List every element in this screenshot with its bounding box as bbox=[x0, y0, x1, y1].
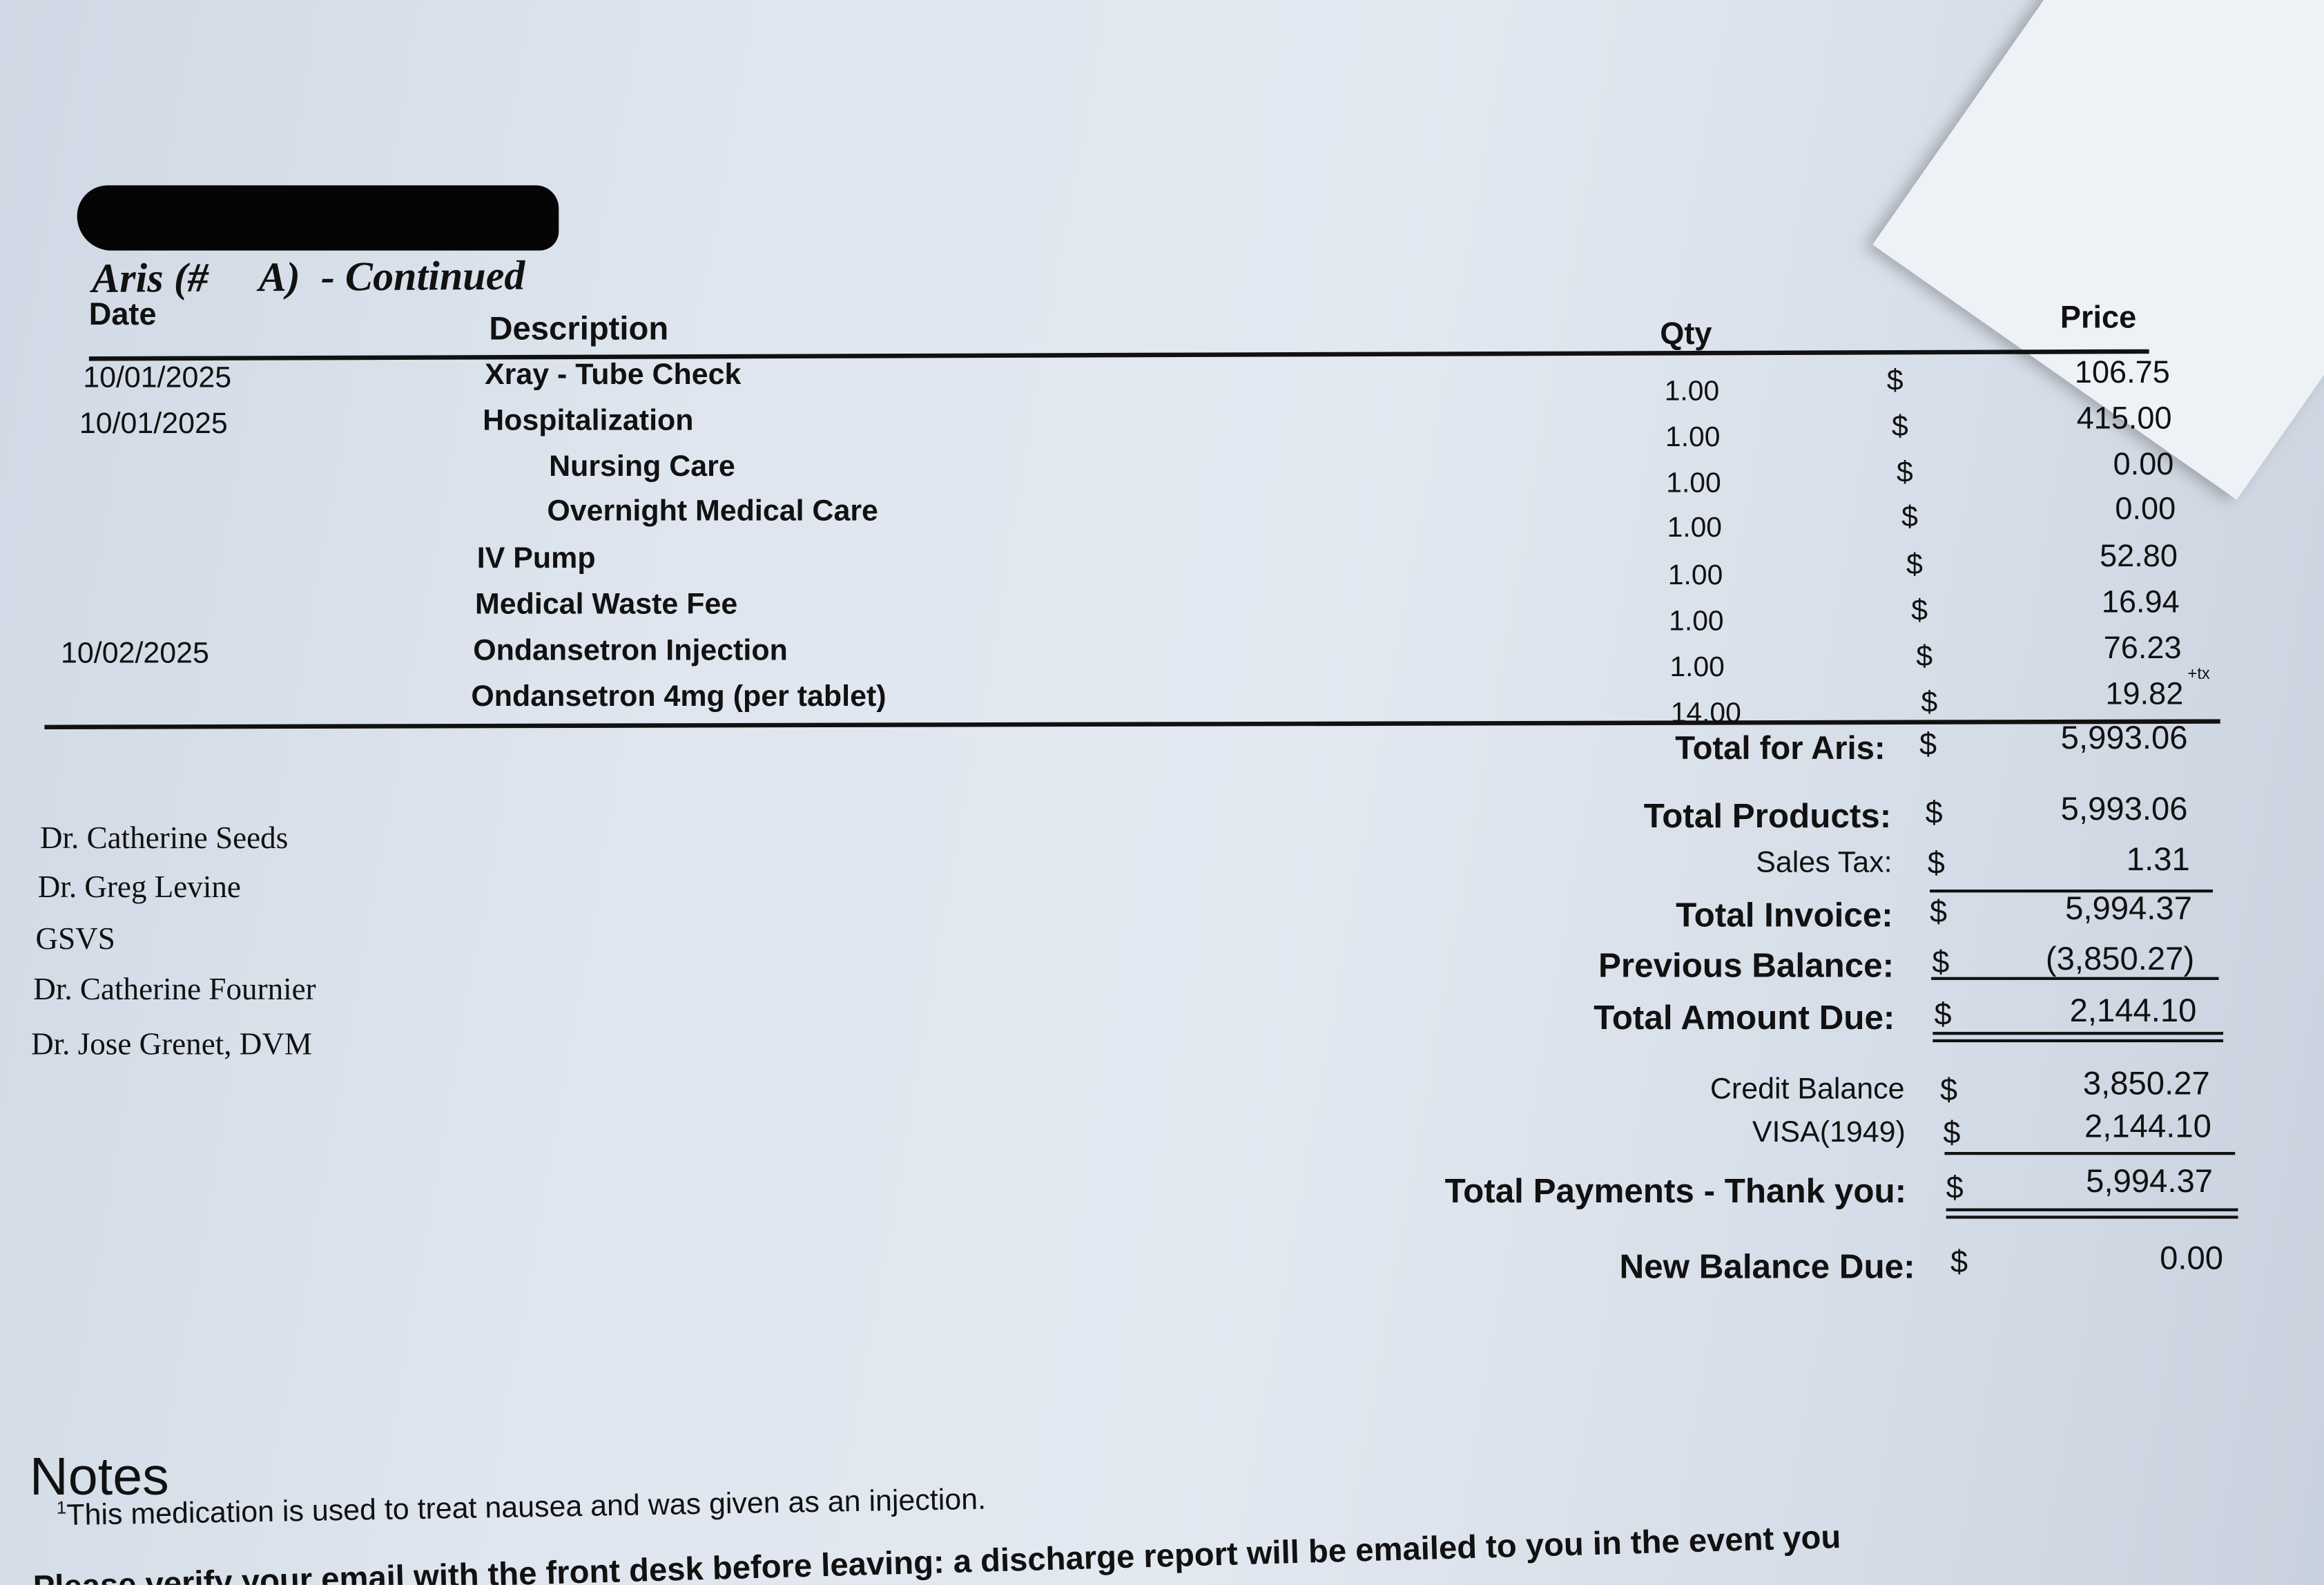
total-label: Total Invoice: bbox=[1676, 895, 1893, 934]
total-label: Total Amount Due: bbox=[1594, 997, 1895, 1037]
total-label: Total Products: bbox=[1643, 796, 1892, 835]
patient-total-currency: $ bbox=[1919, 728, 1937, 762]
total-underline bbox=[1930, 890, 2214, 893]
total-value: 5,994.37 bbox=[2065, 890, 2192, 927]
item-qty: 1.00 bbox=[1669, 652, 1725, 684]
column-description: Description bbox=[489, 309, 669, 347]
item-price: 0.00 bbox=[2115, 492, 2176, 527]
payment-value: 2,144.10 bbox=[2084, 1107, 2211, 1145]
doctor-name: Dr. Catherine Seeds bbox=[39, 820, 289, 856]
item-currency: $ bbox=[1906, 548, 1923, 582]
footnote-text: This medication is used to treat nausea … bbox=[66, 1483, 987, 1533]
item-qty: 1.00 bbox=[1666, 468, 1721, 500]
payment-value: 3,850.27 bbox=[2082, 1064, 2210, 1102]
total-value: (3,850.27) bbox=[2045, 940, 2195, 977]
item-price: 0.00 bbox=[2113, 448, 2174, 482]
doctor-name: GSVS bbox=[35, 921, 115, 957]
total-value: 1.31 bbox=[2126, 840, 2190, 878]
payment-label: Total Payments - Thank you: bbox=[1444, 1171, 1907, 1210]
total-value: 5,993.06 bbox=[2060, 790, 2188, 827]
item-qty: 1.00 bbox=[1665, 422, 1721, 454]
item-description: Nursing Care bbox=[549, 450, 735, 483]
item-currency: $ bbox=[1886, 365, 1904, 398]
column-qty: Qty bbox=[1660, 317, 1712, 352]
item-date: 10/02/2025 bbox=[61, 637, 209, 671]
item-qty: 14.00 bbox=[1670, 698, 1741, 730]
item-price: 16.94 bbox=[2101, 585, 2180, 620]
item-currency: $ bbox=[1896, 457, 1913, 490]
total-currency: $ bbox=[1925, 796, 1943, 831]
item-qty: 1.00 bbox=[1667, 512, 1722, 544]
column-date: Date bbox=[88, 298, 157, 332]
payment-label: VISA(1949) bbox=[1752, 1116, 1906, 1149]
total-label: Sales Tax: bbox=[1756, 846, 1892, 879]
footnote-marker: 1 bbox=[56, 1497, 67, 1519]
payment-double-underline bbox=[1946, 1208, 2238, 1211]
patient-total-label: Total for Aris: bbox=[1675, 729, 1886, 767]
payment-label: Credit Balance bbox=[1710, 1073, 1905, 1106]
item-description: Ondansetron Injection bbox=[473, 634, 788, 668]
items-divider bbox=[44, 719, 2220, 730]
total-currency: $ bbox=[1934, 997, 1952, 1032]
total-label: Previous Balance: bbox=[1598, 945, 1895, 985]
payment-value: 5,994.37 bbox=[2086, 1162, 2214, 1200]
item-description: IV Pump bbox=[476, 542, 596, 575]
total-underline bbox=[1931, 977, 2219, 980]
payment-currency: $ bbox=[1943, 1116, 1961, 1151]
item-price: 106.75 bbox=[2074, 356, 2170, 390]
doctor-name: Dr. Jose Grenet, DVM bbox=[31, 1026, 313, 1062]
item-date: 10/01/2025 bbox=[83, 361, 232, 395]
item-description: Ondansetron 4mg (per tablet) bbox=[471, 680, 887, 713]
column-price: Price bbox=[2060, 300, 2137, 336]
notes-heading: Notes bbox=[29, 1445, 169, 1507]
item-price: 19.82 bbox=[2105, 678, 2184, 712]
payment-currency: $ bbox=[1940, 1073, 1958, 1108]
item-currency: $ bbox=[1911, 594, 1928, 628]
item-description: Medical Waste Fee bbox=[475, 588, 738, 622]
doctor-name: Dr. Catherine Fournier bbox=[33, 971, 316, 1007]
item-qty: 1.00 bbox=[1669, 606, 1724, 638]
total-currency: $ bbox=[1927, 846, 1945, 881]
item-currency: $ bbox=[1916, 640, 1933, 673]
payment-underline bbox=[1944, 1151, 2236, 1155]
item-description: Hospitalization bbox=[483, 405, 694, 438]
total-double-underline bbox=[1933, 1032, 2224, 1035]
total-value: 2,144.10 bbox=[2069, 992, 2197, 1029]
new-balance-value: 0.00 bbox=[2160, 1239, 2224, 1277]
redaction-mark bbox=[77, 185, 559, 251]
payment-double-underline bbox=[1946, 1216, 2238, 1219]
item-date: 10/01/2025 bbox=[79, 407, 228, 441]
header-divider bbox=[88, 349, 2149, 361]
item-currency: $ bbox=[1921, 686, 1938, 720]
new-balance-currency: $ bbox=[1950, 1245, 1968, 1280]
item-tax-suffix: +tx bbox=[2187, 665, 2210, 684]
total-currency: $ bbox=[1932, 945, 1950, 980]
item-description: Xray - Tube Check bbox=[484, 358, 742, 392]
item-price: 76.23 bbox=[2103, 631, 2182, 666]
total-double-underline bbox=[1933, 1039, 2224, 1043]
item-qty: 1.00 bbox=[1667, 560, 1723, 592]
footnote: 1This medication is used to treat nausea… bbox=[57, 1481, 987, 1534]
doctor-name: Dr. Greg Levine bbox=[37, 868, 241, 905]
item-qty: 1.00 bbox=[1664, 376, 1720, 408]
item-currency: $ bbox=[1901, 501, 1918, 534]
new-balance-label: New Balance Due: bbox=[1619, 1247, 1915, 1286]
payment-currency: $ bbox=[1946, 1171, 1964, 1206]
item-price: 415.00 bbox=[2076, 401, 2172, 436]
item-price: 52.80 bbox=[2100, 539, 2178, 574]
patient-total-value: 5,993.06 bbox=[2060, 719, 2188, 756]
patient-title: Aris (# A) - Continued bbox=[91, 253, 525, 302]
total-currency: $ bbox=[1930, 895, 1948, 930]
item-currency: $ bbox=[1891, 410, 1908, 443]
item-description: Overnight Medical Care bbox=[547, 494, 878, 528]
